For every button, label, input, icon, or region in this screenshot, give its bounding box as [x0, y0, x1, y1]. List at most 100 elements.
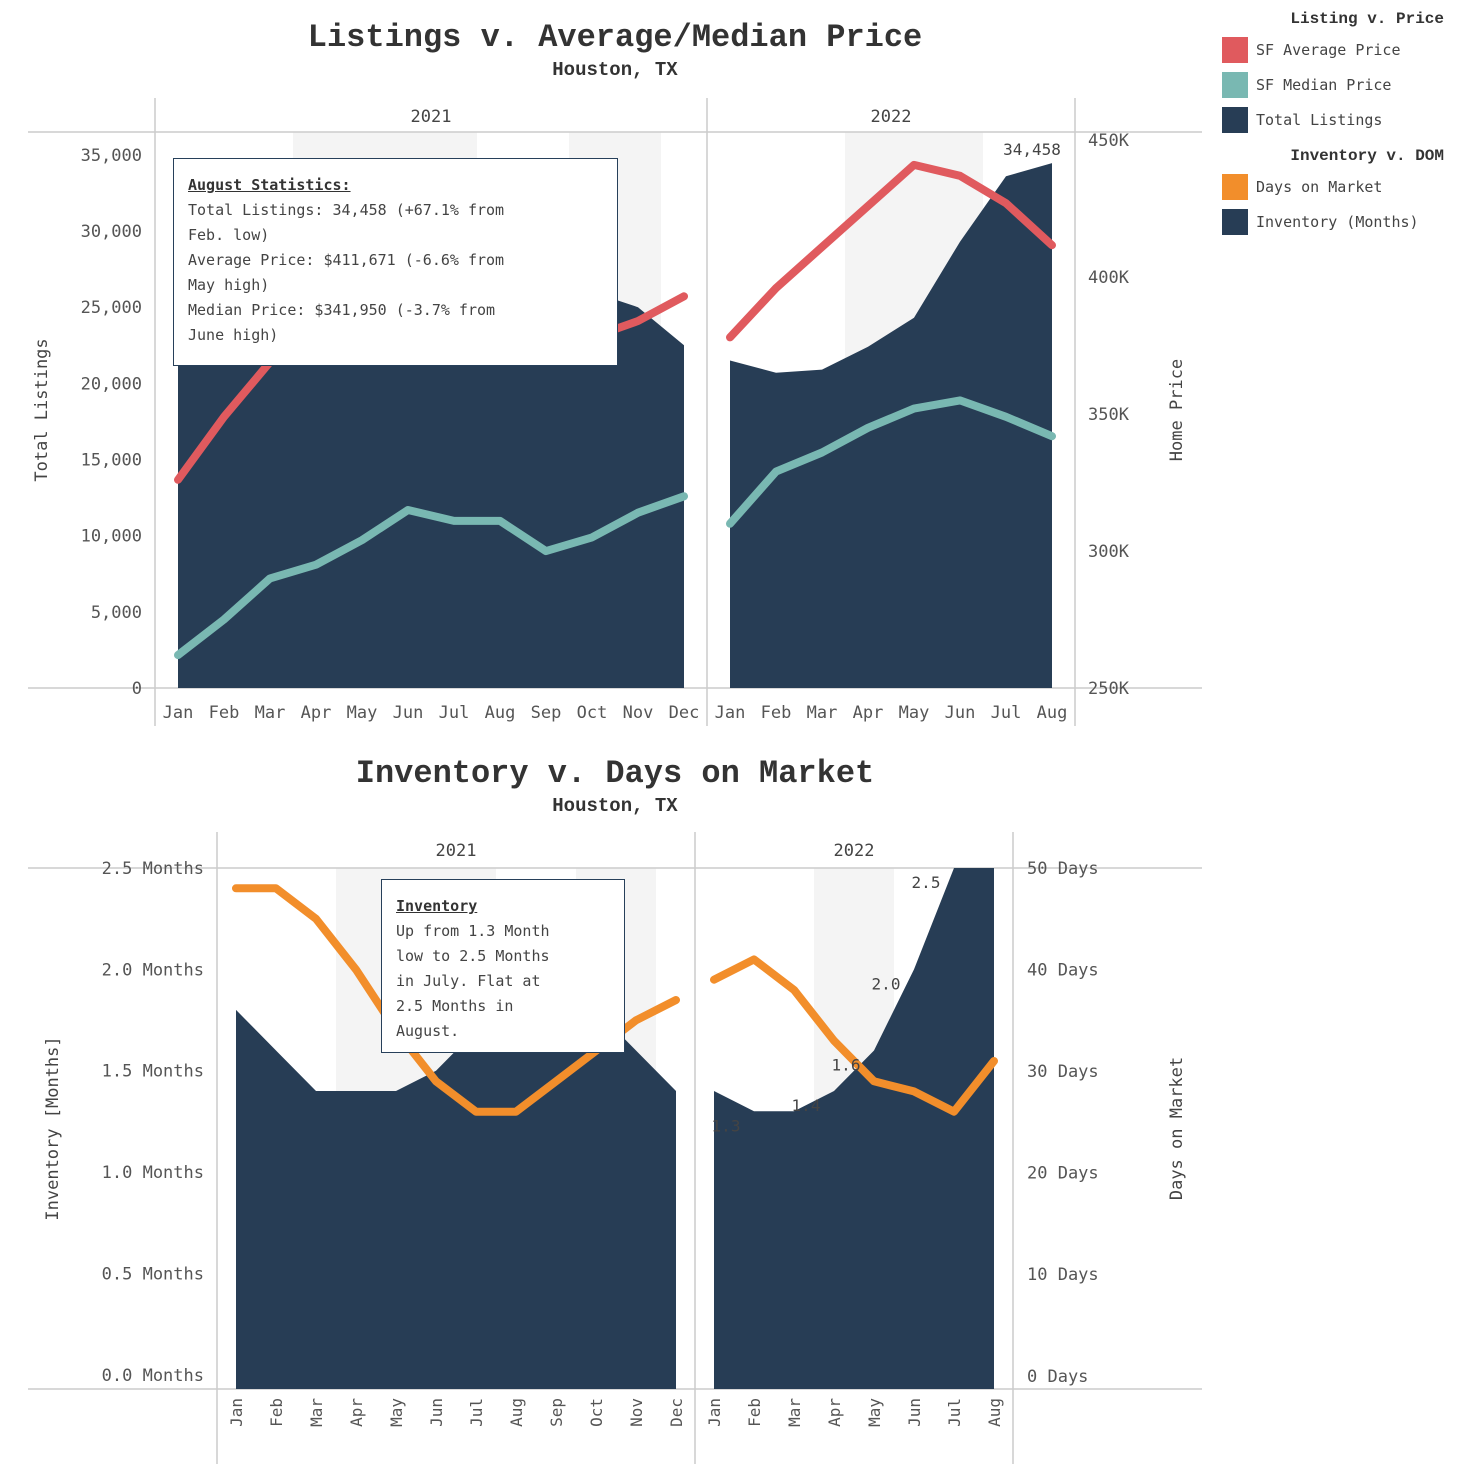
x-tick-label: May — [347, 703, 378, 723]
chart-title: Listings v. Average/Median Price — [308, 19, 923, 56]
legend-swatch — [1222, 106, 1248, 133]
panel-header: 2021 — [436, 841, 477, 861]
x-tick-label: Jan — [715, 703, 746, 723]
annotation-line: August. — [396, 1022, 460, 1040]
line-sf-median-price-2022 — [726, 396, 1056, 528]
area-inventory-months--2022 — [714, 868, 994, 1389]
y-tick-label: 35,000 — [81, 146, 142, 166]
panel-header: 2021 — [411, 107, 452, 127]
y-tick-label: 30,000 — [81, 222, 142, 242]
panel-header: 2022 — [834, 841, 875, 861]
x-tick-label: Oct — [587, 1398, 606, 1427]
data-label: 2.5 — [912, 873, 941, 892]
annotation-line: low to 2.5 Months — [396, 947, 550, 965]
x-tick-label: Sep — [531, 703, 562, 723]
x-tick-label: Aug — [1037, 703, 1068, 723]
y-tick-label: 2.0 Months — [102, 960, 204, 980]
legend-swatch — [1222, 71, 1248, 98]
y-tick-label: 25,000 — [81, 298, 142, 318]
x-tick-label: Nov — [623, 703, 654, 723]
x-tick-label: Apr — [853, 703, 884, 723]
legend-item: SF Average Price — [1222, 32, 1472, 67]
annotation-line: Median Price: $341,950 (-3.7% from — [188, 301, 496, 319]
annotation-line: Average Price: $411,671 (-6.6% from — [188, 251, 505, 269]
legend-swatch — [1222, 208, 1248, 235]
x-tick-label: Aug — [507, 1398, 526, 1427]
data-label: 34,458 — [1003, 140, 1061, 159]
x-tick-label: Jul — [945, 1398, 964, 1427]
x-tick-label: Jul — [991, 703, 1022, 723]
area-total-listings-2021 — [178, 291, 684, 688]
legend-item: Days on Market — [1222, 169, 1472, 204]
legend-title: Listing v. Price — [1290, 10, 1444, 28]
area-total-listings-2022 — [730, 163, 1052, 689]
y2-tick-label: 0 Days — [1027, 1367, 1088, 1387]
y-tick-label: 20,000 — [81, 374, 142, 394]
legend-label: SF Median Price — [1256, 75, 1392, 94]
y-tick-label: 1.5 Months — [102, 1062, 204, 1082]
y-axis-title: Inventory [Months] — [43, 1036, 63, 1220]
legend-item: SF Median Price — [1222, 67, 1472, 102]
x-tick-label: May — [387, 1398, 406, 1427]
data-label: 1.6 — [832, 1055, 861, 1074]
x-tick-label: Dec — [667, 1398, 686, 1427]
x-tick-label: Sep — [547, 1398, 566, 1427]
y2-tick-label: 30 Days — [1027, 1062, 1099, 1082]
y2-tick-label: 250K — [1088, 679, 1130, 699]
x-tick-label: Mar — [785, 1398, 804, 1427]
x-tick-label: Mar — [807, 703, 838, 723]
x-tick-label: Dec — [669, 703, 700, 723]
x-tick-label: Jul — [467, 1398, 486, 1427]
data-label: 1.4 — [792, 1096, 821, 1115]
x-tick-label: Jun — [905, 1398, 924, 1427]
line-sf-median-price-2021 — [174, 492, 688, 660]
line-sf-average-price-2022 — [726, 160, 1056, 342]
x-tick-label: Jun — [393, 703, 424, 723]
x-tick-label: Feb — [267, 1398, 286, 1427]
x-tick-label: Oct — [577, 703, 608, 723]
x-tick-label: Jan — [163, 703, 194, 723]
y-axis-title: Total Listings — [32, 338, 52, 481]
legend-label: Total Listings — [1256, 110, 1383, 129]
legend-label: Inventory (Months) — [1256, 212, 1419, 231]
y2-tick-label: 350K — [1088, 405, 1130, 425]
x-tick-label: Apr — [825, 1398, 844, 1427]
legend: Listing v. Price SF Average Price SF Media… — [1222, 8, 1472, 239]
x-tick-label: Nov — [627, 1398, 646, 1427]
inventory-annotation: Inventory Up from 1.3 Month low to 2.5 Mo… — [381, 879, 625, 1053]
august-statistics-annotation: August Statistics: Total Listings: 34,45… — [173, 158, 618, 366]
legend-swatch — [1222, 173, 1248, 200]
x-tick-label: Feb — [209, 703, 240, 723]
annotation-line: June high) — [188, 326, 279, 344]
x-tick-label: Feb — [745, 1398, 764, 1427]
y-tick-label: 2.5 Months — [102, 859, 204, 879]
panel-header: 2022 — [871, 107, 912, 127]
y2-tick-label: 40 Days — [1027, 961, 1099, 981]
chart-title: Inventory v. Days on Market — [356, 755, 874, 792]
annotation-title: August Statistics: — [188, 176, 351, 194]
x-tick-label: Jun — [427, 1398, 446, 1427]
legend-item: Inventory (Months) — [1222, 204, 1472, 239]
y2-tick-label: 450K — [1088, 131, 1130, 151]
annotation-line: Up from 1.3 Month — [396, 922, 550, 940]
y-tick-label: 0.5 Months — [102, 1264, 204, 1284]
x-tick-label: Aug — [485, 703, 516, 723]
data-label: 2.0 — [872, 974, 901, 993]
y-tick-label: 15,000 — [81, 451, 142, 471]
x-tick-label: Mar — [255, 703, 286, 723]
x-tick-label: Feb — [761, 703, 792, 723]
y2-tick-label: 300K — [1088, 542, 1130, 562]
x-tick-label: Aug — [985, 1398, 1004, 1427]
x-tick-label: Apr — [347, 1398, 366, 1427]
x-tick-label: May — [865, 1398, 884, 1427]
legend-title: Inventory v. DOM — [1290, 147, 1444, 165]
chart-subtitle: Houston, TX — [552, 795, 678, 817]
y2-tick-label: 50 Days — [1027, 859, 1099, 879]
line-days-on-market-2022 — [710, 955, 998, 1116]
annotation-line: in July. Flat at — [396, 972, 541, 990]
y2-tick-label: 400K — [1088, 268, 1130, 288]
x-tick-label: May — [899, 703, 930, 723]
x-tick-label: Jan — [227, 1398, 246, 1427]
y-tick-label: 5,000 — [91, 603, 142, 623]
